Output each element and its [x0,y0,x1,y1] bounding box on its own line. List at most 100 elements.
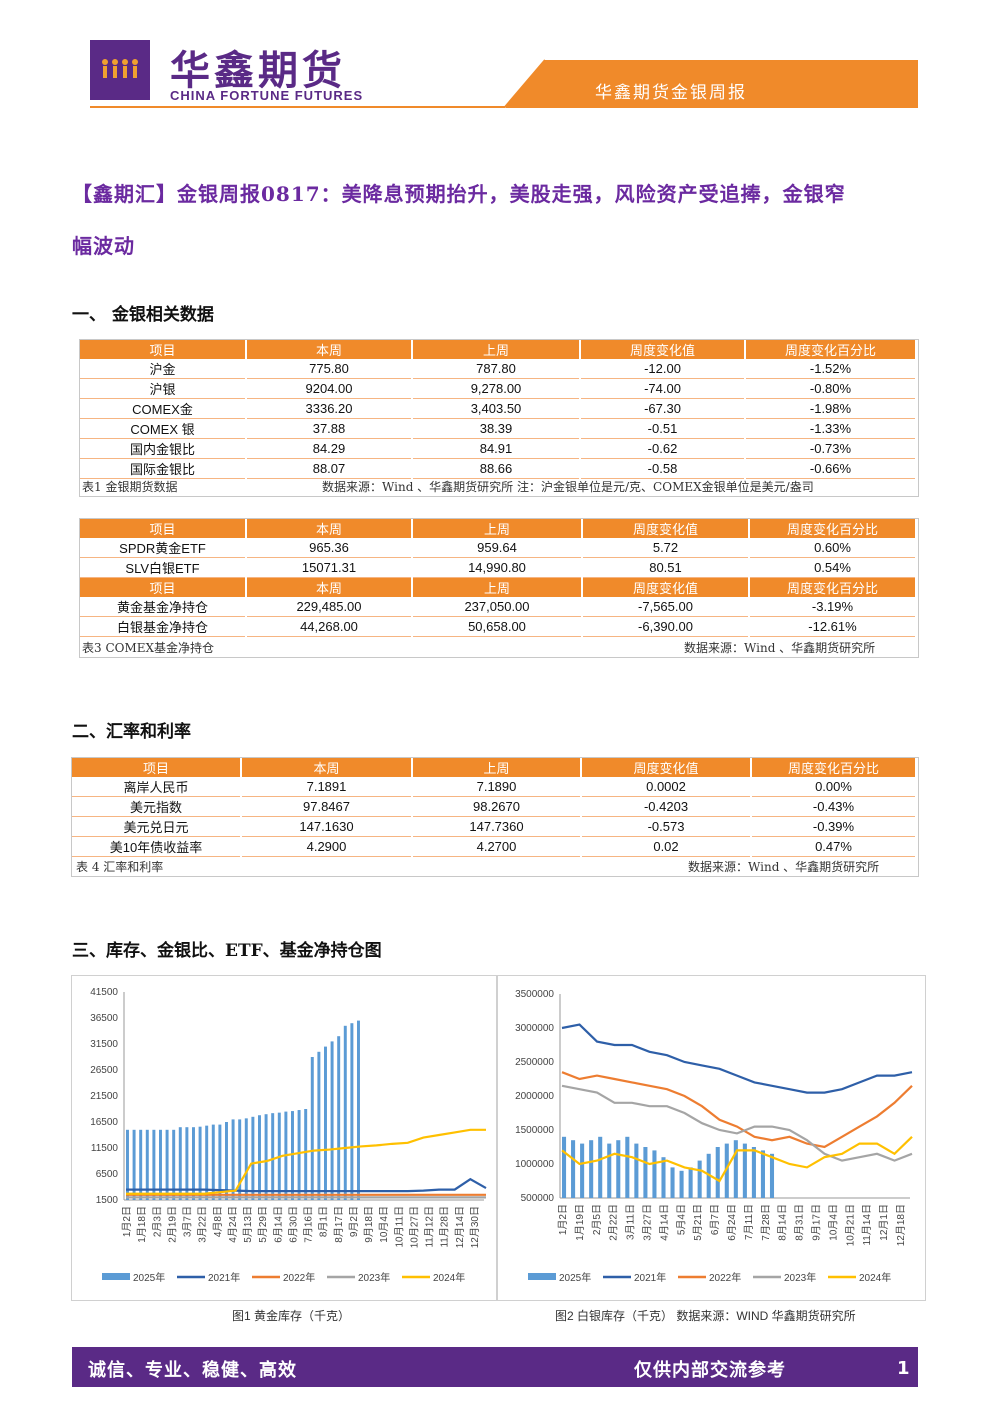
section-1-heading: 一、 金银相关数据 [72,305,214,325]
cell: 0.60% [749,538,917,558]
cell: 4.2700 [412,836,582,857]
x-tick-label: 8月14日 [777,1204,789,1241]
y-tick-label: 1000000 [515,1159,554,1170]
y-tick-label: 31500 [90,1039,118,1050]
table-fx-rates: 项目 本周 上周 周度变化值 周度变化百分比 离岸人民币 7.1891 7.1890… [72,758,917,857]
cell: 0.54% [749,557,917,578]
y-tick-label: 6500 [96,1169,119,1180]
x-tick-label: 6月30日 [287,1206,299,1243]
bar [643,1147,648,1198]
x-tick-label: 4月8日 [212,1206,224,1237]
bar [192,1127,195,1200]
bar [742,1143,747,1198]
table-row: 美10年债收益率 4.2900 4.2700 0.02 0.47% [72,836,917,857]
x-tick-label: 8月1日 [318,1206,330,1237]
bar [198,1126,202,1200]
x-tick-label: 7月28日 [760,1204,772,1241]
cell: -0.66% [745,458,917,479]
x-tick-label: 9月17日 [811,1204,823,1241]
cell: 5.72 [582,538,750,558]
y-tick-label: 1500000 [515,1125,554,1136]
series-line [561,1023,913,1094]
chart-2-frame: 3500000 3000000 2500000 2000000 1500000 10000… [497,975,926,1301]
page-number: 1 [897,1358,910,1379]
y-tick-label: 2500000 [515,1057,554,1068]
y-tick-label: 2000000 [515,1091,554,1102]
table-gold-silver-data: 项目 本周 上周 周度变化值 周度变化百分比 沪金 775.80 787.80 -12… [80,340,917,479]
table-row: 美元指数 97.8467 98.2670 -0.4203 -0.43% [72,796,917,817]
bar [178,1127,182,1200]
table-4-source: 数据来源：Wind 、华鑫期货研究所 [688,860,880,874]
bar [330,1041,334,1200]
bar [172,1129,176,1200]
legend-label: 2022年 [709,1271,741,1284]
table-1-source: 数据来源：Wind 、华鑫期货研究所 注：沪金银单位是元/克、COMEX金银单位… [322,480,814,494]
company-name-en: CHINA FORTUNE FUTURES [170,88,364,103]
row-label: 离岸人民币 [72,777,242,797]
cell: 965.36 [246,538,413,558]
x-tick-label: 9月2日 [348,1206,360,1237]
bar [297,1110,301,1200]
col-header: 周度变化百分比 [745,340,917,359]
bar [231,1119,235,1200]
gold-inventory-chart: 41500 36500 31500 26500 21500 16500 11500 6500 1… [90,987,487,1284]
bar [769,1153,775,1198]
cell: 0.47% [751,836,917,857]
table-row: 沪银 9204.00 9,278.00 -74.00 -0.80% [80,378,917,399]
cell: 237,050.00 [412,597,583,617]
y-tick-label: 26500 [90,1065,118,1076]
bar [350,1023,354,1200]
cell: -12.61% [749,616,917,637]
bar [264,1114,268,1200]
cell: 147.7360 [412,816,582,837]
section-3-heading: 三、库存、金银比、ETF、基金净持仓图 [72,941,382,961]
col-header: 周度变化值 [582,519,750,538]
row-label: 美元兑日元 [72,816,242,837]
col-header: 本周 [246,577,413,597]
cell: 229,485.00 [246,597,413,617]
x-tick-label: 12月1日 [878,1204,890,1241]
col-header: 本周 [241,758,413,777]
x-tick-label: 11月14日 [861,1204,873,1246]
cell: 84.29 [246,438,413,459]
table-row: 沪金 775.80 787.80 -12.00 -1.52% [80,359,917,379]
col-header: 上周 [412,758,582,777]
bar [238,1119,242,1200]
table-3-caption: 表3 COMEX基金净持仓 [82,641,215,655]
bar [679,1170,684,1198]
table-row: SLV白银ETF 15071.31 14,990.80 80.51 0.54% [80,557,917,578]
cell: 3336.20 [246,398,413,419]
x-tick-label: 6月24日 [726,1204,738,1241]
col-header: 项目 [72,758,242,777]
bar [139,1129,143,1200]
bar [724,1143,729,1198]
row-label: COMEX 银 [80,418,247,439]
cell: 38.39 [412,418,581,439]
y-tick-label: 11500 [91,1143,119,1154]
bar [670,1167,675,1198]
table-row: COMEX金 3336.20 3,403.50 -67.30 -1.98% [80,398,917,419]
bar [271,1113,275,1200]
company-name-cn: 华鑫期货 [170,48,346,94]
table-etf-fund-positions: 项目 本周 上周 周度变化值 周度变化百分比 SPDR黄金ETF 965.36 95… [80,519,917,637]
col-header: 上周 [412,577,583,597]
cell: -3.19% [749,597,917,617]
cell: -1.33% [745,418,917,439]
cell: 37.88 [246,418,413,439]
cell: -0.62 [580,438,746,459]
x-tick-label: 11月28日 [439,1206,451,1248]
y-tick-label: 36500 [90,1013,118,1024]
legend-label: 2021年 [208,1271,240,1284]
cell: -1.98% [745,398,917,419]
legend-label: 2025年 [133,1271,165,1284]
x-tick-label: 11月12日 [424,1206,436,1248]
cell: 88.66 [412,458,581,479]
cell: -74.00 [580,378,746,399]
col-header: 周度变化值 [581,758,752,777]
table-row: 离岸人民币 7.1891 7.1890 0.0002 0.00% [72,777,917,797]
footer-bar [72,1347,918,1387]
bar [152,1129,156,1200]
table-row: 黄金基金净持仓 229,485.00 237,050.00 -7,565.00 -3.1… [80,597,917,617]
x-tick-label: 3月27日 [642,1204,654,1241]
x-tick-label: 10月11日 [393,1206,405,1248]
